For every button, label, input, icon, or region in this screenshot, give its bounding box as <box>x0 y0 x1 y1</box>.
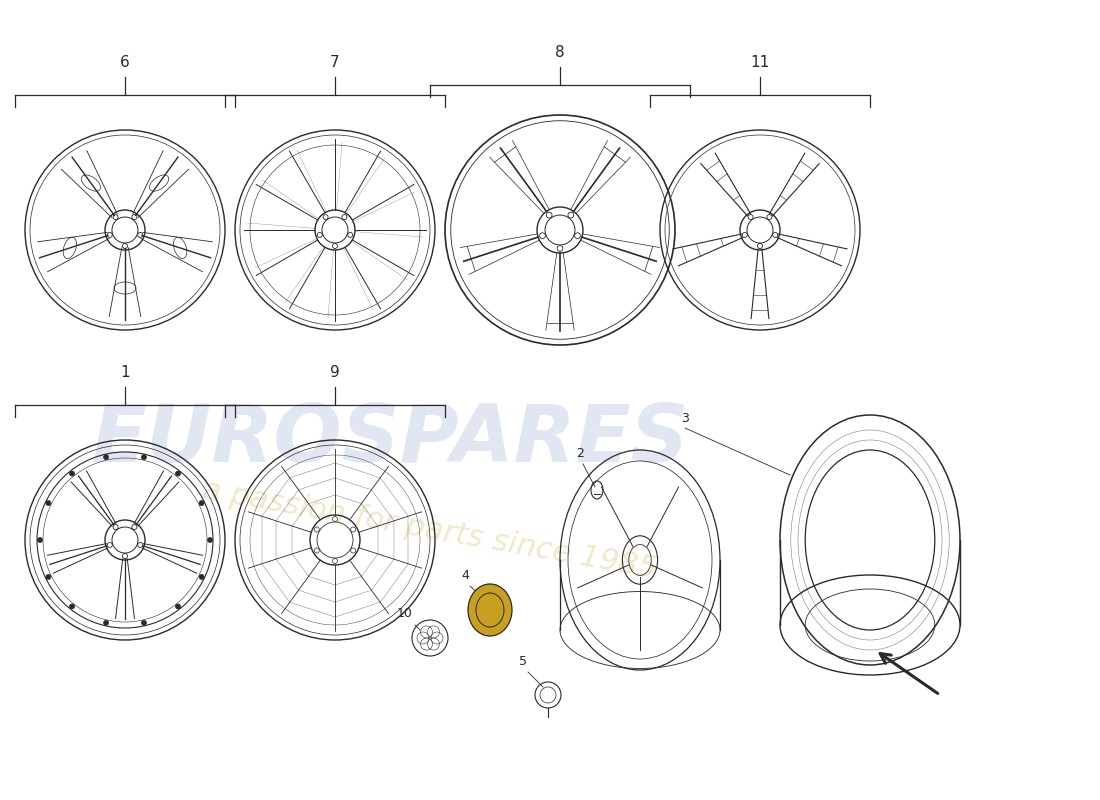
Text: a passion for parts since 1985: a passion for parts since 1985 <box>200 476 660 584</box>
Text: 3: 3 <box>681 412 689 425</box>
Ellipse shape <box>208 538 212 542</box>
Ellipse shape <box>103 454 109 460</box>
Ellipse shape <box>69 471 75 476</box>
Text: 9: 9 <box>330 365 340 380</box>
Ellipse shape <box>142 454 146 460</box>
Text: 11: 11 <box>750 55 770 70</box>
Text: 7: 7 <box>330 55 340 70</box>
Text: 8: 8 <box>556 45 564 60</box>
Text: 1: 1 <box>120 365 130 380</box>
Text: EUROSPARES: EUROSPARES <box>91 401 689 479</box>
Text: 5: 5 <box>519 655 527 668</box>
Ellipse shape <box>142 620 146 626</box>
Ellipse shape <box>46 501 51 506</box>
Text: 4: 4 <box>461 569 469 582</box>
Ellipse shape <box>69 604 75 609</box>
Ellipse shape <box>176 604 180 609</box>
Ellipse shape <box>199 574 205 579</box>
Ellipse shape <box>468 584 512 636</box>
Text: 2: 2 <box>576 447 584 460</box>
Ellipse shape <box>103 620 109 626</box>
Ellipse shape <box>37 538 43 542</box>
Ellipse shape <box>176 471 180 476</box>
Text: 10: 10 <box>397 607 412 620</box>
Text: 6: 6 <box>120 55 130 70</box>
Ellipse shape <box>46 574 51 579</box>
Ellipse shape <box>199 501 205 506</box>
